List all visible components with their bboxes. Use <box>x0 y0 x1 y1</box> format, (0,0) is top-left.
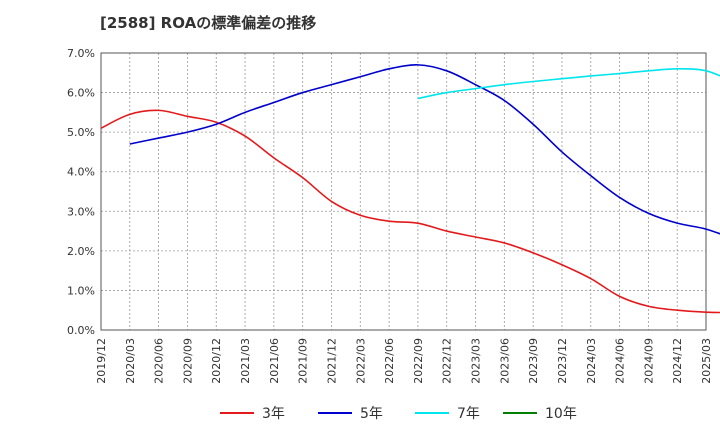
legend-label-4: 10年 <box>545 406 577 422</box>
x-tick-label: 2020/12 <box>210 338 223 384</box>
x-tick-label: 2020/03 <box>124 338 137 384</box>
series-line-2 <box>129 64 720 235</box>
x-tick-label: 2024/12 <box>671 338 684 384</box>
x-tick-label: 2022/09 <box>412 338 425 384</box>
plot-background <box>101 53 706 330</box>
x-tick-label: 2023/03 <box>470 338 483 384</box>
x-tick-label: 2025/03 <box>700 338 713 384</box>
x-tick-label: 2022/06 <box>383 338 396 384</box>
y-tick-label: 6.0% <box>67 87 95 100</box>
y-tick-label: 1.0% <box>67 284 95 297</box>
y-tick-label: 0.0% <box>67 324 95 337</box>
x-tick-label: 2019/12 <box>95 338 108 384</box>
x-tick-label: 2021/03 <box>239 338 252 384</box>
x-tick-label: 2023/06 <box>498 338 511 384</box>
x-tick-label: 2021/06 <box>268 338 281 384</box>
y-tick-label: 7.0% <box>67 47 95 60</box>
x-tick-label: 2024/09 <box>642 338 655 384</box>
x-tick-label: 2021/09 <box>297 338 310 384</box>
y-tick-label: 5.0% <box>67 126 95 139</box>
y-tick-label: 3.0% <box>67 205 95 218</box>
y-tick-label: 4.0% <box>67 166 95 179</box>
legend-label-1: 3年 <box>262 406 285 422</box>
plot-frame <box>100 52 707 331</box>
legend: 3年 5年 7年 10年 <box>220 406 577 422</box>
chart-title: [2588] ROAの標準偏差の推移 <box>100 14 316 32</box>
x-tick-label: 2021/12 <box>325 338 338 384</box>
legend-label-3: 7年 <box>457 406 480 422</box>
x-tick-label: 2020/09 <box>181 338 194 384</box>
x-tick-label: 2023/12 <box>556 338 569 384</box>
y-tick-label: 2.0% <box>67 245 95 258</box>
plot-area: 0.0% 1.0% 2.0% 3.0% 4.0% 5.0% 6.0% 7.0% 2019/12 2… <box>67 47 720 384</box>
x-tick-label: 2024/03 <box>585 338 598 384</box>
x-tick-label: 2020/06 <box>153 338 166 384</box>
legend-label-2: 5年 <box>360 406 383 422</box>
series-line-3 <box>417 68 720 100</box>
x-tick-label: 2022/12 <box>441 338 454 384</box>
x-tick-label: 2023/09 <box>527 338 540 384</box>
x-tick-label: 2022/03 <box>354 338 367 384</box>
x-tick-label: 2024/06 <box>614 338 627 384</box>
